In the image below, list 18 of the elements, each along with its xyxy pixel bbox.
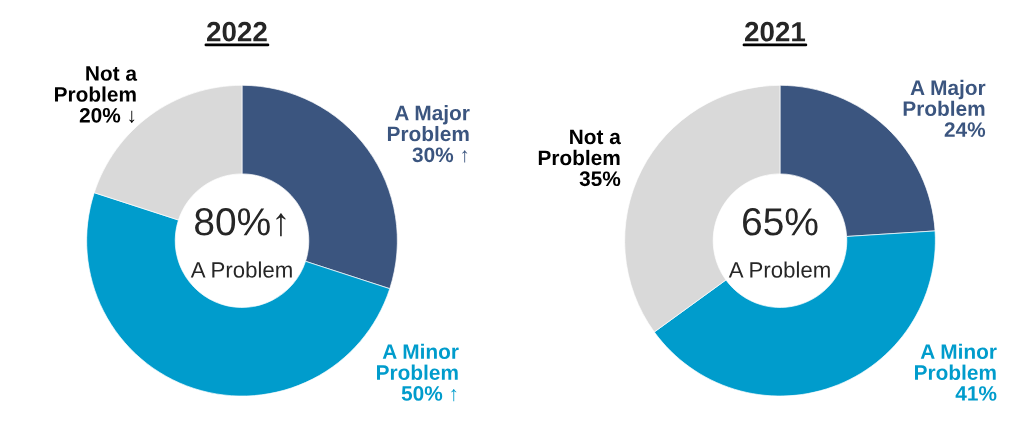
chart-title: 2021	[745, 21, 806, 42]
chart-title: 2022	[207, 21, 267, 42]
text: A Problem	[190, 261, 292, 278]
data-label: 41%	[955, 386, 997, 401]
slice-label: A Minor Problem	[915, 343, 997, 380]
data-label: 20% ↓	[79, 107, 135, 124]
slice-label: Not a Problem	[538, 129, 621, 166]
text: 65%	[743, 208, 818, 236]
slice-label: Not a Problem	[55, 66, 138, 102]
slice-label: A Major Problem	[387, 105, 470, 142]
text: 80%↑	[195, 208, 286, 237]
data-label: 50% ↑	[401, 386, 457, 402]
slice-label: A Minor Problem	[377, 343, 459, 380]
data-label: 35%	[579, 171, 621, 187]
text: A Problem	[728, 261, 830, 278]
data-label: 30% ↑	[412, 147, 468, 163]
slice-label: A Major Problem	[903, 79, 986, 117]
data-label: 24%	[944, 122, 986, 137]
